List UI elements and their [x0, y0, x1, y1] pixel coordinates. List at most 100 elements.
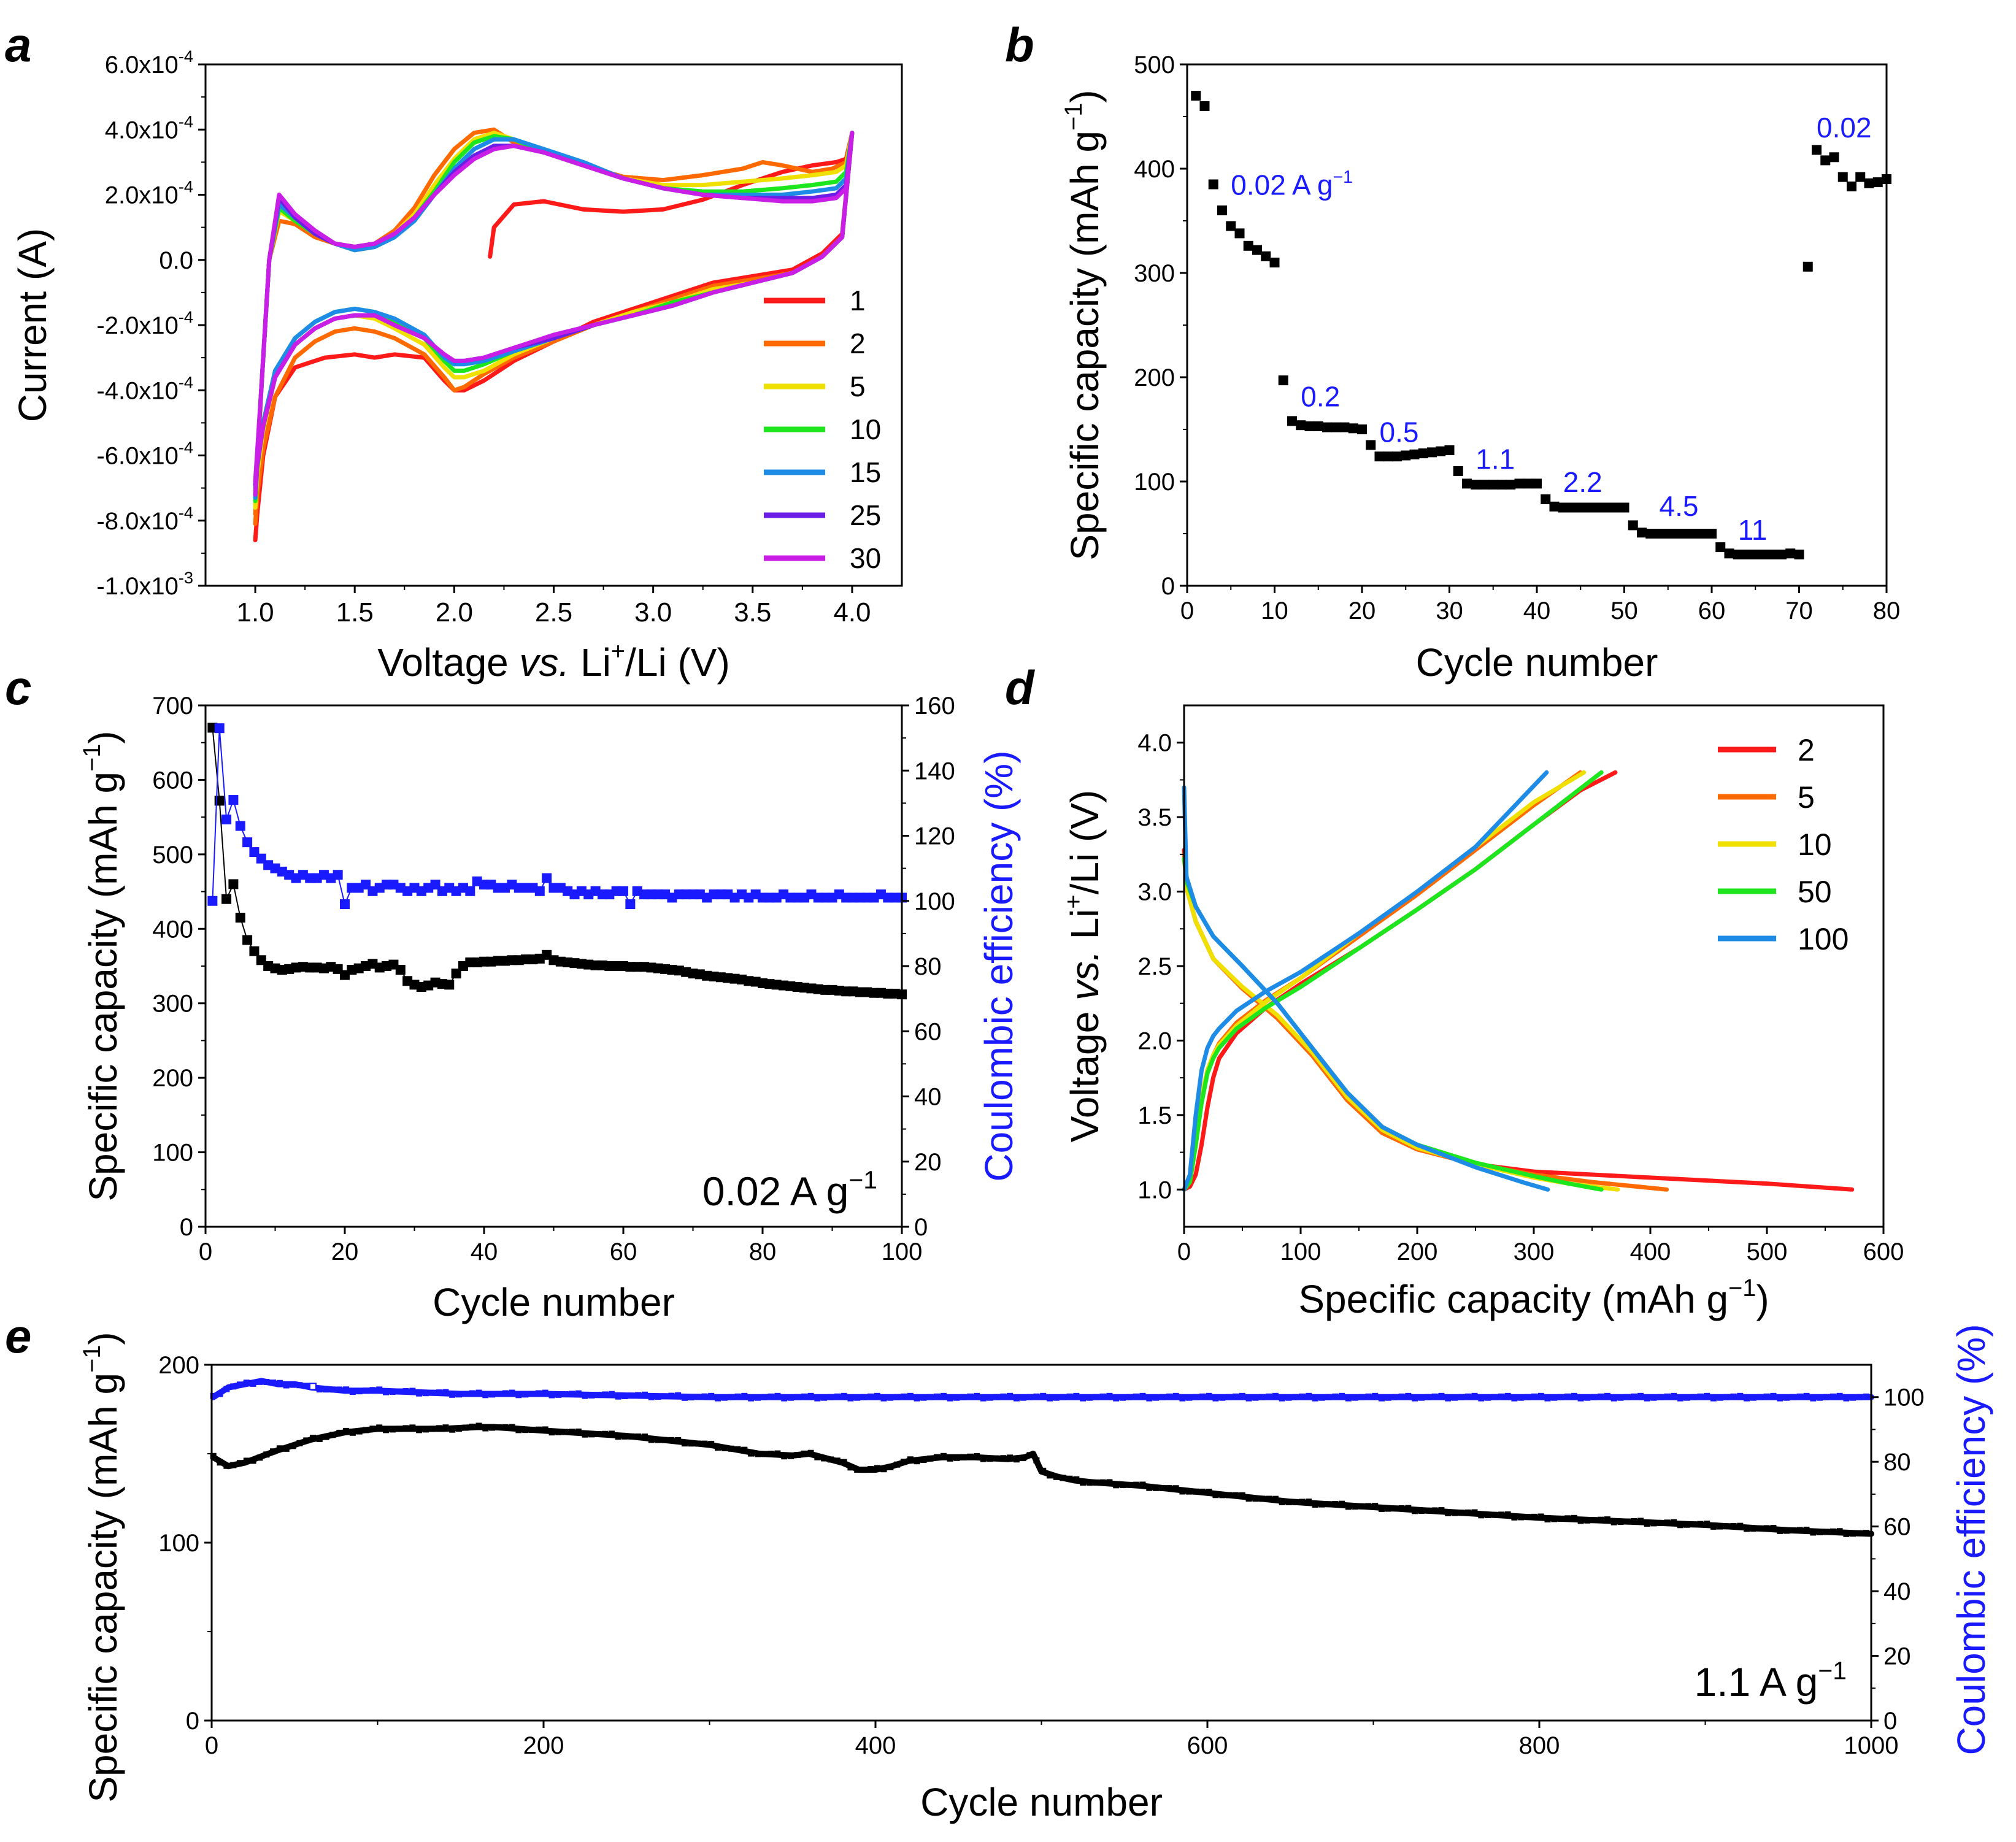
- capacity-point: [1080, 1479, 1087, 1486]
- efficiency-point: [383, 1389, 390, 1395]
- efficiency-point: [1525, 1394, 1531, 1400]
- efficiency-point: [1285, 1394, 1292, 1401]
- legend-label-50: 50: [1798, 875, 1832, 909]
- efficiency-point: [429, 1389, 436, 1396]
- efficiency-point: [1245, 1395, 1252, 1402]
- capacity-point: [1405, 1505, 1412, 1511]
- capacity-point: [256, 1454, 263, 1461]
- capacity-point: [409, 1424, 416, 1431]
- capacity-point: [1485, 1512, 1491, 1519]
- rate-label-4: 2.2: [1563, 466, 1602, 498]
- capacity-point: [655, 1437, 661, 1443]
- rate-annotation: 1.1 A g−1: [1694, 1656, 1847, 1705]
- efficiency-point: [1558, 1394, 1564, 1400]
- capacity-point: [1252, 1495, 1259, 1502]
- y-tick-label: 300: [152, 991, 193, 1018]
- efficiency-point: [940, 1392, 947, 1399]
- capacity-point: [1013, 1456, 1020, 1463]
- x-tick-label: 800: [1519, 1732, 1560, 1759]
- capacity-point: [249, 946, 260, 956]
- efficiency-point: [1511, 1395, 1518, 1402]
- capacity-point: [1259, 1495, 1266, 1502]
- capacity-point: [1584, 1517, 1591, 1524]
- y-tick-label: 0: [180, 1214, 193, 1241]
- capacity-point: [681, 1440, 688, 1447]
- efficiency-point: [1817, 1394, 1823, 1401]
- capacity-point: [1619, 502, 1629, 513]
- efficiency-point: [1591, 1394, 1598, 1400]
- efficiency-point: [708, 1392, 715, 1399]
- efficiency-point: [1312, 1395, 1318, 1402]
- rate-label-2: 0.5: [1380, 416, 1419, 448]
- efficiency-point: [748, 1395, 755, 1402]
- efficiency-point: [1106, 1392, 1113, 1399]
- capacity-point: [1575, 502, 1586, 513]
- efficiency-point: [1239, 1392, 1245, 1399]
- capacity-point: [960, 1454, 967, 1460]
- capacity-point: [217, 1459, 223, 1466]
- efficiency-point: [621, 1392, 628, 1399]
- efficiency-point: [1452, 1394, 1458, 1401]
- panel-label-c: c: [5, 661, 31, 715]
- efficiency-point: [715, 1395, 721, 1402]
- efficiency-point: [283, 1382, 290, 1389]
- efficiency-point: [1099, 1393, 1106, 1400]
- x-tick-label: 1.0: [236, 597, 274, 627]
- efficiency-point: [618, 886, 628, 896]
- efficiency-point: [1485, 1394, 1491, 1401]
- capacity-point: [701, 1440, 708, 1447]
- efficiency-point: [396, 1388, 402, 1395]
- efficiency-point: [1737, 1392, 1744, 1399]
- capacity-point: [1412, 1508, 1418, 1514]
- capacity-point: [1803, 1526, 1810, 1533]
- rate-annotation: 0.02 A g−1: [702, 1165, 877, 1214]
- capacity-point: [562, 1429, 569, 1435]
- efficiency-point: [960, 1394, 967, 1400]
- capacity-point: [595, 1431, 602, 1438]
- efficiency-point: [1438, 1392, 1445, 1399]
- capacity-point: [469, 1423, 475, 1430]
- capacity-point: [880, 1466, 887, 1473]
- capacity-point: [1817, 1529, 1823, 1535]
- capacity-point: [475, 1422, 482, 1429]
- y-tick-label: -2.0x10-4: [96, 307, 193, 339]
- y-tick-label: 2.5: [1137, 953, 1172, 980]
- efficiency-point: [416, 1390, 423, 1397]
- efficiency-point: [1139, 1392, 1146, 1399]
- capacity-point: [947, 1455, 953, 1462]
- capacity-point: [1742, 550, 1752, 559]
- efficiency-point: [1577, 1395, 1584, 1402]
- capacity-point: [489, 1424, 496, 1431]
- capacity-point: [1159, 1484, 1166, 1491]
- legend-label-100: 100: [1798, 922, 1849, 956]
- capacity-point: [661, 1437, 668, 1443]
- efficiency-point: [489, 1391, 496, 1398]
- efficiency-point: [1166, 1393, 1172, 1400]
- capacity-point: [310, 1435, 317, 1441]
- capacity-point: [854, 1466, 861, 1473]
- capacity-point: [389, 1426, 396, 1433]
- efficiency-point: [1318, 1394, 1325, 1401]
- efficiency-point: [1750, 1394, 1756, 1401]
- panel-label-e: e: [5, 1309, 31, 1363]
- x-tick-label: 400: [1630, 1238, 1671, 1265]
- efficiency-point: [701, 1393, 708, 1400]
- capacity-point: [495, 1424, 502, 1431]
- y-tick-label: 1.5: [1137, 1102, 1172, 1129]
- efficiency-point: [1026, 1394, 1033, 1400]
- efficiency-point: [1080, 1395, 1087, 1402]
- efficiency-point: [834, 1393, 841, 1400]
- y-tick-label: 120: [914, 823, 955, 850]
- capacity-point: [1790, 1527, 1796, 1534]
- efficiency-point: [628, 1392, 635, 1399]
- capacity-point: [1299, 1499, 1306, 1505]
- efficiency-point: [228, 795, 239, 805]
- capacity-point: [1497, 480, 1507, 490]
- y-tick-label: 20: [914, 1149, 942, 1176]
- efficiency-point: [349, 1389, 356, 1395]
- efficiency-point: [529, 1391, 536, 1397]
- capacity-point: [542, 1426, 548, 1433]
- capacity-point: [1491, 1511, 1498, 1518]
- charge-curve-50: [1182, 770, 1604, 1192]
